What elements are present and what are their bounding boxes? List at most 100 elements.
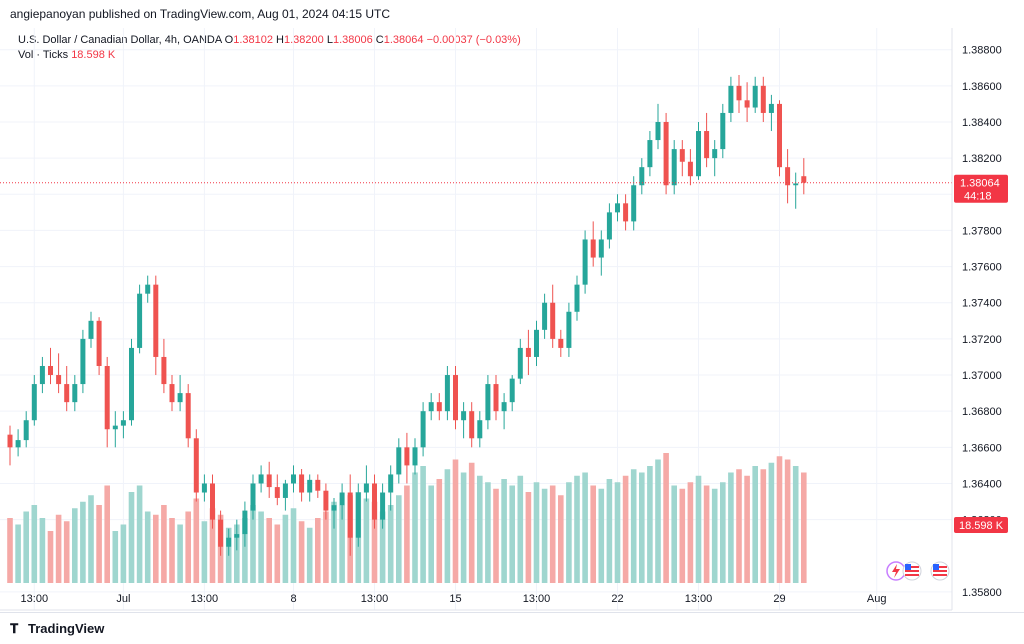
candle-body <box>509 378 515 403</box>
candle-body <box>291 474 296 484</box>
volume-bar <box>509 485 515 583</box>
candle-body <box>615 203 620 213</box>
volume-badge: 18.598 K <box>954 517 1008 533</box>
x-tick-label: Aug <box>867 593 887 605</box>
close-label: C <box>375 34 384 46</box>
candle-body <box>444 375 450 412</box>
candle-body <box>282 483 288 498</box>
volume-bar <box>47 531 54 583</box>
volume-bar <box>201 521 208 583</box>
candle-body <box>793 183 799 186</box>
candle-body <box>201 483 207 493</box>
candle-body <box>712 149 718 159</box>
candle-body <box>7 434 13 448</box>
y-tick-label: 1.36800 <box>962 406 1002 418</box>
volume-bar <box>566 482 572 583</box>
volume-bar <box>136 485 143 583</box>
volume-bar <box>412 472 418 583</box>
x-tick-label: 13:00 <box>361 593 389 605</box>
volume-bar <box>258 511 264 583</box>
candle-body <box>744 100 750 108</box>
x-tick-label: 13:00 <box>21 593 49 605</box>
volume-bar <box>792 466 799 583</box>
volume-bar <box>801 472 807 583</box>
symbol-title[interactable]: U.S. Dollar / Canadian Dollar, 4h, OANDA <box>18 34 222 46</box>
volume-bar <box>582 472 588 583</box>
volume-bar <box>590 485 596 583</box>
volume-bar <box>760 469 767 583</box>
candle-body <box>185 393 191 439</box>
candle-body <box>655 121 661 141</box>
candle-body <box>120 420 126 426</box>
volume-bar <box>485 482 491 583</box>
volume-bar <box>120 524 127 583</box>
volume-bar <box>7 518 13 583</box>
candle-body <box>501 402 507 412</box>
volume-bar <box>274 524 281 583</box>
x-tick-label: 13:00 <box>523 593 551 605</box>
candle-body <box>299 474 305 493</box>
candle-body <box>623 203 629 222</box>
volume-bar <box>63 521 70 583</box>
candle-body <box>534 329 539 357</box>
candle-body <box>517 347 523 379</box>
volume-bar <box>752 466 758 583</box>
volume-bar <box>711 488 718 583</box>
candle-body <box>671 149 677 186</box>
x-tick-label: 13:00 <box>685 593 713 605</box>
candle-body <box>323 490 329 511</box>
candle-body <box>242 510 248 535</box>
volume-bar <box>298 521 305 583</box>
y-tick-label: 1.35800 <box>962 587 1002 599</box>
candle-body <box>558 338 564 348</box>
candle-body <box>453 375 458 421</box>
tradingview-brand[interactable]: 𝐓 TradingView <box>10 621 105 636</box>
volume-bar <box>144 511 151 583</box>
candle-body <box>768 103 774 113</box>
volume-bar <box>306 527 313 583</box>
x-tick-label: 22 <box>611 593 623 605</box>
candle-body <box>687 161 693 177</box>
x-tick-label: 13:00 <box>191 593 219 605</box>
volume-bar <box>574 475 580 583</box>
price-axis: 1.38800 1.38600 1.38400 1.38200 1.38000 1.378… <box>962 45 1002 599</box>
footer: 𝐓 TradingView <box>0 612 1024 644</box>
y-tick-label: 1.37600 <box>962 262 1002 274</box>
y-tick-label: 1.36400 <box>962 478 1002 490</box>
volume-label[interactable]: Vol · Ticks <box>18 49 69 61</box>
volume-bar <box>55 514 62 583</box>
volume-bar <box>533 482 540 583</box>
volume-value: 18.598 K <box>71 49 116 61</box>
volume-bar <box>250 505 256 583</box>
volume-bar <box>379 511 386 583</box>
candle-body <box>420 411 426 448</box>
volume-bar <box>290 508 297 583</box>
volume-bar <box>72 508 78 583</box>
volume-bar <box>549 485 556 583</box>
volume-bar <box>15 524 21 583</box>
candle-body <box>250 483 256 511</box>
chart-grid <box>0 28 952 610</box>
candle-body <box>550 302 556 339</box>
candle-body <box>598 239 604 258</box>
volume-bar <box>541 488 548 583</box>
volume-bar <box>525 492 532 583</box>
us-flag-icon-2 <box>930 561 950 581</box>
volume-bar <box>744 475 750 583</box>
volume-bar <box>185 511 191 583</box>
volume-bar <box>153 514 159 583</box>
volume-bar <box>217 514 224 583</box>
volume-row: Vol · Ticks 18.598 K <box>18 48 521 63</box>
volume-bar <box>23 511 29 583</box>
candle-body <box>307 479 313 493</box>
candle-body <box>210 483 215 520</box>
x-tick-label: 29 <box>773 593 785 605</box>
volume-bar <box>647 466 653 583</box>
y-tick-label: 1.38200 <box>962 153 1002 165</box>
volume-bar <box>404 485 410 583</box>
volume-bar <box>355 492 362 583</box>
y-tick-label: 1.38400 <box>962 117 1002 129</box>
candle-body <box>274 487 280 498</box>
volume-bar <box>558 495 564 583</box>
